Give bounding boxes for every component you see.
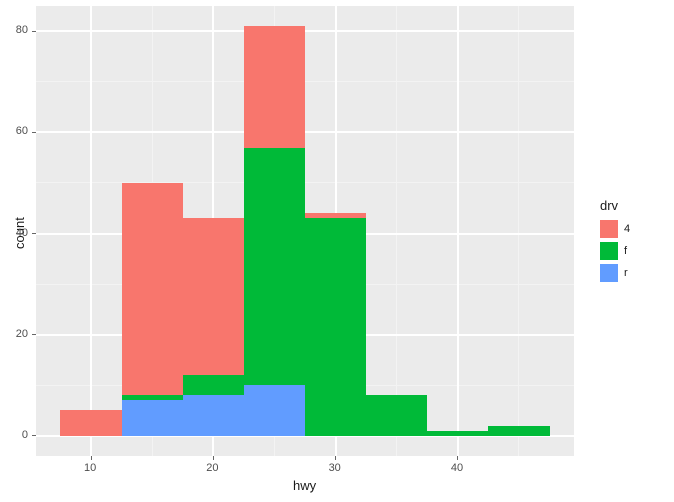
legend-swatch [600,242,618,260]
bar-4 [122,183,183,395]
y-tick [32,132,36,133]
grid-minor-h [36,81,574,82]
bar-f [488,426,549,436]
y-tick-label: 20 [16,328,28,340]
y-tick [32,31,36,32]
grid-minor-v [518,6,519,456]
y-tick-label: 0 [22,429,28,441]
bar-r [122,400,183,435]
x-tick-label: 20 [206,462,218,474]
legend-key [600,242,618,260]
x-tick-label: 40 [451,462,463,474]
grid-major-h [36,30,574,32]
bar-4 [183,218,244,375]
grid-minor-h [36,182,574,183]
y-tick [32,435,36,436]
bar-4 [244,26,305,147]
bar-4 [305,213,366,218]
y-tick [32,334,36,335]
x-tick-label: 10 [84,462,96,474]
x-tick [335,456,336,460]
legend-item-f: f [600,241,630,261]
y-tick-label: 60 [16,125,28,137]
legend-item-r: r [600,263,630,283]
grid-major-h [36,131,574,133]
x-tick [91,456,92,460]
y-tick-label: 80 [16,24,28,36]
legend: drv 4 fr [600,198,630,285]
legend-key [600,220,618,238]
legend-label: r [624,267,628,279]
y-tick-label: 40 [16,227,28,239]
x-tick [457,456,458,460]
y-tick [32,233,36,234]
grid-minor-v [396,6,397,456]
legend-key [600,264,618,282]
legend-title: drv [600,198,630,213]
legend-item-4: 4 [600,219,630,239]
plot-panel [36,6,574,456]
bar-f [244,148,305,386]
legend-swatch [600,220,618,238]
legend-label: 4 [624,223,630,235]
grid-major-v [457,6,459,456]
legend-swatch [600,264,618,282]
x-tick-label: 30 [329,462,341,474]
bar-f [183,375,244,395]
bar-f [122,395,183,400]
bar-r [183,395,244,435]
grid-major-v [90,6,92,456]
bar-r [244,385,305,436]
bar-f [366,395,427,435]
bar-f [427,431,488,436]
bar-4 [60,410,121,435]
bar-f [305,218,366,435]
legend-label: f [624,245,627,257]
x-tick [213,456,214,460]
x-axis-title: hwy [293,478,316,493]
